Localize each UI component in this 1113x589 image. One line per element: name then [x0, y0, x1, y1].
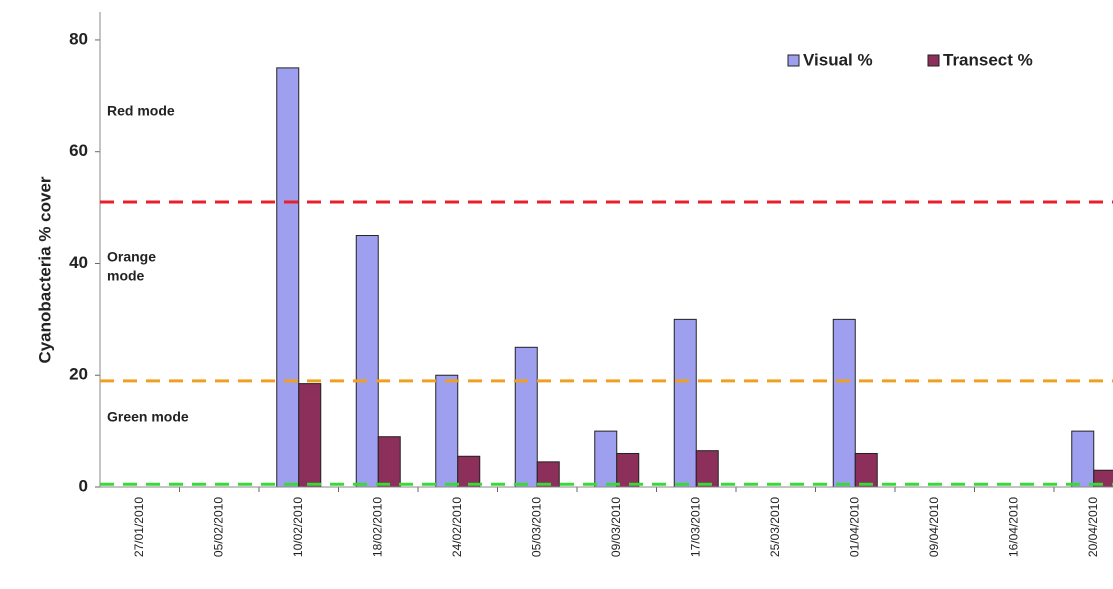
y-tick-label: 80 [69, 29, 88, 48]
bar [457, 455, 481, 488]
threshold-label: Green mode [107, 409, 189, 425]
x-tick-label: 17/03/2010 [688, 497, 702, 557]
x-tick-label: 18/02/2010 [370, 497, 384, 557]
x-tick-label: 16/04/2010 [1006, 497, 1020, 557]
bar [594, 430, 618, 488]
x-tick-label: 09/03/2010 [609, 497, 623, 557]
bar [377, 436, 401, 488]
x-tick-label: 05/03/2010 [529, 497, 543, 557]
x-tick-label: 10/02/2010 [291, 497, 305, 557]
x-tick-label: 20/04/2010 [1086, 497, 1100, 557]
threshold-label: Orange [107, 249, 156, 265]
bar [514, 346, 538, 488]
y-tick-label: 60 [69, 141, 88, 160]
threshold-label: Red mode [107, 103, 175, 119]
y-tick-label: 20 [69, 365, 88, 384]
x-tick-label: 01/04/2010 [847, 497, 861, 557]
bar [355, 235, 379, 488]
x-tick-label: 09/04/2010 [927, 497, 941, 557]
legend-swatch [927, 54, 940, 67]
x-tick-label: 24/02/2010 [450, 497, 464, 557]
legend-swatch [787, 54, 800, 67]
bar [854, 452, 878, 488]
bar [673, 318, 697, 488]
y-axis-label: Cyanobacteria % cover [35, 176, 54, 363]
bar [616, 452, 640, 488]
x-tick-label: 27/01/2010 [132, 497, 146, 557]
bar [435, 374, 459, 488]
bar [832, 318, 856, 488]
legend-label: Visual % [803, 50, 873, 69]
bar [276, 67, 300, 488]
bar [1071, 430, 1095, 488]
x-tick-label: 25/03/2010 [768, 497, 782, 557]
threshold-label: mode [107, 268, 145, 284]
x-tick-label: 05/02/2010 [211, 497, 225, 557]
legend-label: Transect % [943, 50, 1033, 69]
y-tick-label: 40 [69, 253, 88, 272]
bar [298, 383, 322, 488]
y-tick-label: 0 [79, 476, 88, 495]
bar [695, 450, 719, 488]
